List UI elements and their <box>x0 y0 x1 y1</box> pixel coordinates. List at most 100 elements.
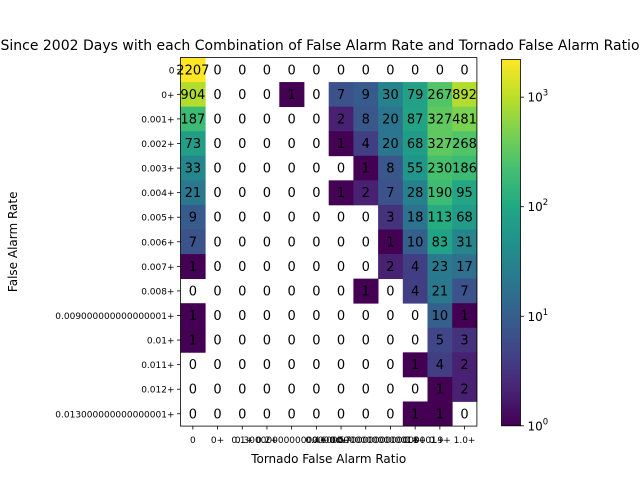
cell-value-label: 0 <box>312 358 320 373</box>
cell-value-label: 0 <box>312 186 320 201</box>
cell-value-label: 0 <box>460 63 468 78</box>
cell-value-label: 0 <box>263 284 271 299</box>
cell-value-label: 1 <box>189 260 197 275</box>
cell-value-label: 0 <box>263 383 271 398</box>
cell-value-label: 1 <box>337 137 345 152</box>
cell-value-label: 0 <box>337 211 345 226</box>
y-tick-label: 0.013000000000000001+ <box>55 410 174 420</box>
cell-value-label: 0 <box>312 235 320 250</box>
cell-value-label: 1 <box>337 186 345 201</box>
cell-value-label: 23 <box>432 260 449 275</box>
heatmap-cell <box>402 278 428 304</box>
heatmap-cell <box>180 180 206 206</box>
cell-value-label: 0 <box>362 358 370 373</box>
cell-value-label: 0 <box>238 63 246 78</box>
heatmap-cell <box>378 254 404 280</box>
heatmap-cell <box>452 376 478 402</box>
cell-value-label: 0 <box>337 284 345 299</box>
cell-value-label: 10 <box>432 309 449 324</box>
heatmap-cell <box>402 82 428 108</box>
heatmap-cell <box>452 180 478 206</box>
cell-value-label: 5 <box>436 334 444 349</box>
cell-value-label: 0 <box>312 309 320 324</box>
heatmap-cell <box>378 229 404 255</box>
cell-value-label: 0 <box>263 235 271 250</box>
heatmap-cell <box>402 180 428 206</box>
heatmap-cell <box>180 155 206 181</box>
y-tick-label: 0.01+ <box>147 337 175 347</box>
cell-value-label: 0 <box>337 383 345 398</box>
heatmap-cell <box>378 204 404 230</box>
x-axis-ticks: 0 0+ 0.1+ 0.2+0.30000000000000004+0.4+ 0.5+0… <box>190 426 475 446</box>
cell-value-label: 0 <box>213 112 221 127</box>
cell-value-label: 17 <box>456 260 473 275</box>
cell-value-label: 30 <box>382 88 399 103</box>
heatmap-cell <box>180 303 206 329</box>
cell-value-label: 187 <box>180 112 205 127</box>
cell-value-label: 0 <box>436 63 444 78</box>
y-tick-label: 0.012+ <box>141 386 174 396</box>
cell-value-label: 79 <box>407 88 424 103</box>
cell-value-label: 0 <box>411 309 419 324</box>
x-tick-label: 0.7000000000000001+ <box>337 436 445 446</box>
cell-value-label: 0 <box>263 162 271 177</box>
cell-value-label: 0 <box>263 112 271 127</box>
cell-value-label: 0 <box>362 63 370 78</box>
x-axis-label: Tornado False Alarm Ratio <box>250 452 406 466</box>
cell-value-label: 2 <box>337 112 345 127</box>
colorbar-ticks: 100 101 102 103 <box>520 89 548 433</box>
cell-value-label: 4 <box>411 284 419 299</box>
cell-value-label: 10 <box>407 235 424 250</box>
heatmap-cell <box>402 106 428 132</box>
cell-value-label: 0 <box>213 63 221 78</box>
heatmap-cell <box>427 303 453 329</box>
cell-value-label: 3 <box>386 211 394 226</box>
cell-value-label: 7 <box>460 284 468 299</box>
cell-value-label: 2 <box>386 260 394 275</box>
cell-value-label: 0 <box>386 284 394 299</box>
heatmap-cell <box>427 180 453 206</box>
heatmap-cell <box>452 155 478 181</box>
heatmap-cell <box>378 180 404 206</box>
cell-value-label: 0 <box>213 186 221 201</box>
cell-value-label: 0 <box>238 284 246 299</box>
heatmap-cell <box>353 131 379 157</box>
cell-value-label: 0 <box>263 260 271 275</box>
cell-value-label: 4 <box>411 260 419 275</box>
cell-value-label: 21 <box>185 186 202 201</box>
cell-value-label: 0 <box>312 211 320 226</box>
cell-value-label: 0 <box>386 63 394 78</box>
y-tick-label: 0.008+ <box>141 287 174 297</box>
cell-value-label: 1 <box>362 162 370 177</box>
cell-value-label: 2207 <box>176 63 209 78</box>
y-tick-label: 0.009000000000000001+ <box>55 312 174 322</box>
cell-value-label: 230 <box>427 162 452 177</box>
heatmap-cell <box>378 82 404 108</box>
cell-value-label: 7 <box>337 88 345 103</box>
heatmap-cell <box>427 106 453 132</box>
cell-value-label: 0 <box>213 162 221 177</box>
cell-value-label: 0 <box>189 383 197 398</box>
heatmap-cell <box>402 155 428 181</box>
cell-value-label: 0 <box>312 162 320 177</box>
cell-value-label: 0 <box>337 334 345 349</box>
chart-title: Since 2002 Days with each Combination of… <box>0 38 639 54</box>
cell-value-label: 0 <box>213 137 221 152</box>
cell-value-label: 0 <box>238 137 246 152</box>
x-tick-label: 1.0+ <box>454 436 476 446</box>
cell-value-label: 4 <box>362 137 370 152</box>
cell-value-label: 0 <box>362 260 370 275</box>
cell-value-label: 1 <box>189 334 197 349</box>
cell-value-label: 186 <box>452 162 477 177</box>
cell-value-label: 0 <box>411 63 419 78</box>
heatmap-cell <box>328 131 354 157</box>
heatmap-cell <box>180 57 206 83</box>
cell-value-label: 0 <box>263 186 271 201</box>
cell-value-label: 0 <box>213 358 221 373</box>
y-tick-label: 0.002+ <box>141 140 174 150</box>
y-tick-label: 0.005+ <box>141 214 174 224</box>
cell-value-label: 0 <box>238 383 246 398</box>
heatmap-cell <box>353 82 379 108</box>
heatmap-cell <box>402 401 428 427</box>
cell-value-label: 0 <box>411 383 419 398</box>
